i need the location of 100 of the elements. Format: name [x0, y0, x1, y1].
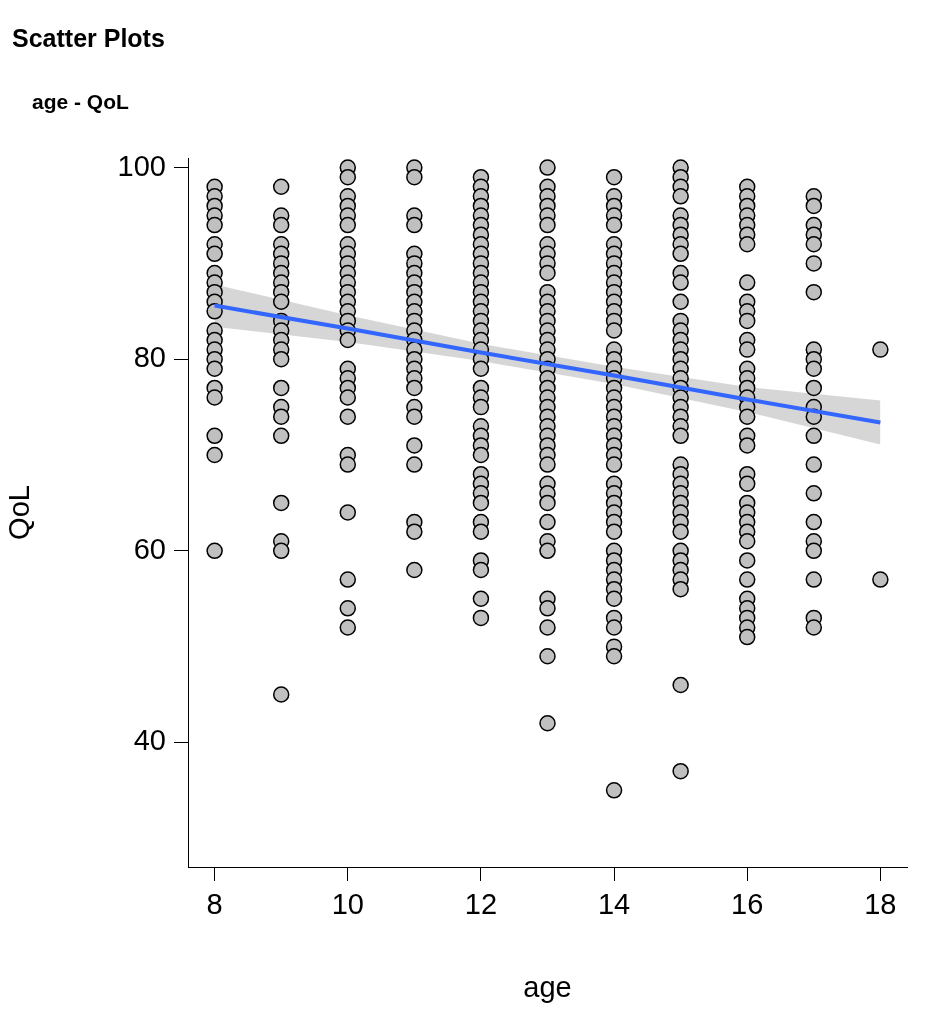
point [406, 216, 423, 234]
point [272, 427, 290, 445]
point [539, 619, 556, 636]
point [539, 513, 556, 531]
x-axis-title: age [523, 970, 572, 1003]
point [339, 456, 357, 473]
point [872, 571, 889, 588]
point [339, 504, 357, 521]
y-tick-label: 60 [133, 532, 166, 565]
point [605, 168, 623, 186]
point [206, 245, 223, 263]
point [406, 168, 423, 186]
point [738, 408, 756, 425]
point [672, 762, 689, 780]
chart-title: Scatter Plots [12, 24, 165, 53]
point [738, 628, 756, 646]
point [805, 427, 823, 445]
point [406, 456, 423, 473]
chart-subtitle: age - QoL [32, 90, 129, 114]
point [206, 542, 223, 560]
point [472, 609, 490, 627]
point [272, 542, 290, 560]
x-tick-label: 12 [464, 888, 498, 921]
point [805, 456, 823, 473]
point [805, 283, 823, 301]
point [605, 456, 623, 473]
point [406, 408, 423, 425]
point [339, 619, 357, 636]
point [672, 274, 689, 291]
point [605, 322, 623, 339]
point [539, 647, 556, 665]
point [472, 446, 490, 464]
point [605, 523, 623, 540]
point [339, 600, 357, 617]
point [672, 523, 689, 540]
x-tick-label: 8 [206, 888, 223, 921]
point [805, 571, 823, 588]
point [605, 590, 623, 607]
point [406, 523, 423, 540]
point [206, 389, 223, 406]
point [339, 571, 357, 588]
point [672, 245, 689, 263]
point [272, 408, 290, 425]
point [738, 437, 756, 454]
x-tick-label: 14 [597, 888, 631, 921]
point [272, 293, 290, 310]
point [672, 188, 689, 205]
x-tick-label: 10 [331, 888, 364, 921]
point [738, 475, 756, 493]
point [206, 216, 223, 234]
point [406, 561, 423, 579]
point [539, 216, 556, 234]
point [272, 216, 290, 234]
point [672, 427, 689, 445]
point [672, 676, 689, 694]
point [805, 485, 823, 502]
point [206, 360, 223, 378]
point [472, 398, 490, 416]
point [472, 494, 490, 512]
point [206, 446, 223, 464]
point [805, 197, 823, 215]
point [406, 379, 423, 397]
point [339, 389, 357, 406]
point [539, 715, 556, 732]
point [539, 542, 556, 560]
point [872, 341, 889, 358]
point [206, 427, 223, 445]
point [406, 437, 423, 454]
point [605, 216, 623, 234]
point [539, 159, 556, 176]
point [738, 532, 756, 550]
point [805, 542, 823, 560]
point [472, 561, 490, 579]
point [539, 456, 556, 473]
y-axis-title: QoL [3, 485, 36, 540]
point [539, 494, 556, 512]
point [805, 379, 823, 397]
point [805, 255, 823, 272]
point [339, 408, 357, 425]
point [539, 264, 556, 282]
point [738, 571, 756, 588]
point [805, 619, 823, 636]
point [472, 523, 490, 540]
point [472, 590, 490, 607]
point [272, 178, 290, 195]
point [272, 686, 290, 703]
x-tick-label: 16 [731, 888, 764, 921]
x-tick-label: 18 [864, 888, 897, 921]
point [272, 494, 290, 512]
point [472, 360, 490, 378]
point [738, 552, 756, 569]
point [672, 293, 689, 310]
point [805, 513, 823, 531]
y-tick-label: 40 [133, 724, 166, 757]
point [805, 235, 823, 253]
y-tick-label: 80 [133, 341, 166, 374]
point [339, 168, 357, 186]
point [738, 312, 756, 330]
point [805, 360, 823, 378]
point [539, 600, 556, 617]
